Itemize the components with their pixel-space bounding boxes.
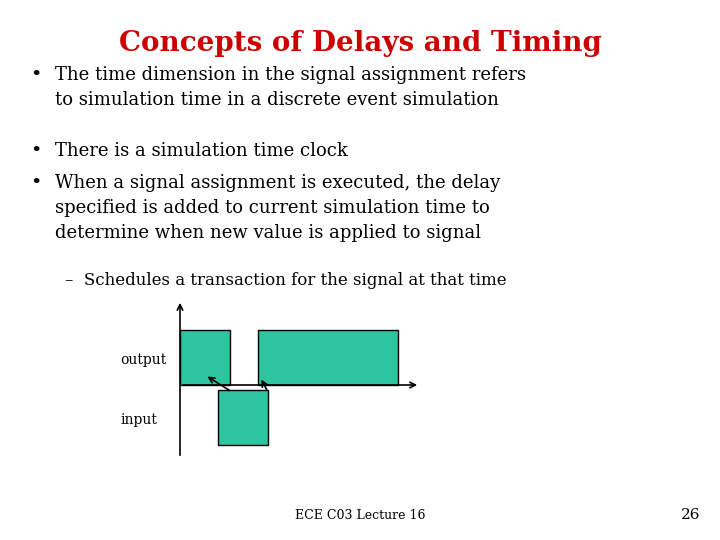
Text: 26: 26 bbox=[680, 508, 700, 522]
Text: input: input bbox=[120, 413, 157, 427]
Text: The time dimension in the signal assignment refers
to simulation time in a discr: The time dimension in the signal assignm… bbox=[55, 66, 526, 109]
Text: •: • bbox=[30, 66, 41, 84]
Text: •: • bbox=[30, 142, 41, 160]
Bar bbox=[218, 390, 268, 445]
Text: ECE C03 Lecture 16: ECE C03 Lecture 16 bbox=[294, 509, 426, 522]
Text: –  Schedules a transaction for the signal at that time: – Schedules a transaction for the signal… bbox=[65, 272, 507, 289]
Text: •: • bbox=[30, 174, 41, 192]
Text: When a signal assignment is executed, the delay
specified is added to current si: When a signal assignment is executed, th… bbox=[55, 174, 500, 242]
Text: output: output bbox=[120, 353, 166, 367]
Text: There is a simulation time clock: There is a simulation time clock bbox=[55, 142, 348, 160]
Text: Concepts of Delays and Timing: Concepts of Delays and Timing bbox=[119, 30, 601, 57]
Bar bbox=[258, 330, 398, 385]
Bar bbox=[180, 330, 230, 385]
